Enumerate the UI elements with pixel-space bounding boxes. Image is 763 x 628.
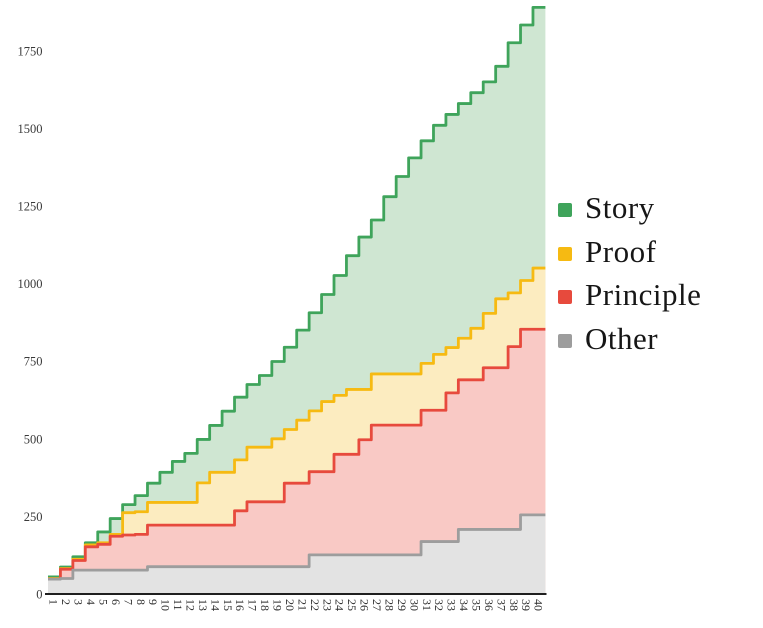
x-axis-tick-label: 20 — [283, 599, 297, 611]
x-axis-tick-label: 10 — [159, 599, 173, 611]
y-axis-tick-label: 1500 — [18, 122, 43, 136]
x-axis-tick-label: 23 — [320, 599, 334, 611]
x-axis-tick-label: 24 — [333, 599, 347, 611]
principle-area — [48, 329, 546, 594]
y-axis-tick-label: 500 — [24, 432, 43, 446]
x-axis-tick-label: 38 — [507, 599, 521, 611]
x-axis-tick-label: 32 — [432, 599, 446, 611]
x-axis-tick-label: 14 — [208, 599, 222, 611]
other-area — [48, 514, 546, 594]
legend-item-story: Story — [558, 190, 701, 225]
x-axis-tick-label: 19 — [271, 599, 285, 611]
x-axis-tick-label: 5 — [96, 599, 110, 605]
chart-legend: Story Proof Principle Other — [558, 190, 701, 356]
x-axis-tick-label: 15 — [221, 599, 235, 611]
story-step-line — [48, 5, 546, 579]
y-axis-tick-label: 1750 — [18, 44, 43, 58]
x-axis-tick-label: 34 — [457, 599, 471, 611]
x-axis-tick-label: 11 — [171, 599, 185, 611]
principle-step-line — [48, 327, 546, 581]
x-axis-tick-label: 37 — [494, 599, 508, 611]
y-axis-tick-label: 750 — [24, 355, 43, 369]
y-axis-tick-label: 1000 — [18, 277, 43, 291]
x-axis-tick-label: 3 — [72, 599, 86, 605]
x-axis-tick-label: 40 — [532, 599, 546, 611]
x-axis-tick-label: 4 — [84, 599, 98, 605]
legend-swatch-icon — [558, 203, 572, 218]
y-axis-tick-label: 250 — [24, 510, 43, 524]
legend-swatch-icon — [558, 290, 572, 305]
y-axis-tick-label: 0 — [36, 588, 42, 602]
x-axis-tick-label: 7 — [121, 599, 135, 605]
legend-label: Other — [585, 320, 659, 356]
legend-swatch-icon — [558, 333, 572, 348]
x-axis-tick-label: 6 — [109, 599, 123, 605]
x-axis-tick-label: 29 — [395, 599, 409, 611]
x-axis-tick-label: 36 — [482, 599, 496, 611]
legend-item-principle: Principle — [558, 279, 701, 312]
proof-step-line — [48, 266, 546, 580]
legend-label: Proof — [585, 233, 657, 269]
x-axis-tick-label: 2 — [59, 599, 73, 605]
x-axis-tick-label: 31 — [420, 599, 434, 611]
x-axis-tick-label: 21 — [295, 599, 309, 611]
legend-label: Principle — [585, 277, 702, 313]
x-axis-tick-label: 17 — [246, 599, 260, 611]
other-step-line — [48, 513, 546, 581]
x-axis-tick-label: 13 — [196, 599, 210, 611]
x-axis-tick-label: 33 — [445, 599, 459, 611]
x-axis-tick-label: 39 — [519, 599, 533, 611]
x-axis-tick-label: 27 — [370, 599, 384, 611]
y-axis-tick-label: 1250 — [18, 200, 43, 214]
legend-item-other: Other — [558, 320, 701, 356]
x-axis-tick-label: 25 — [345, 599, 359, 611]
x-axis-tick-label: 22 — [308, 599, 322, 611]
x-axis-tick-label: 18 — [258, 599, 272, 611]
x-axis-tick-label: 12 — [184, 599, 198, 611]
x-axis-tick-label: 35 — [470, 599, 484, 611]
x-axis-tick-label: 8 — [134, 599, 148, 605]
x-axis-tick-label: 16 — [233, 599, 247, 611]
x-axis-tick-label: 9 — [146, 599, 160, 605]
legend-swatch-icon — [558, 246, 572, 261]
x-axis-tick-label: 28 — [382, 599, 396, 611]
legend-label: Story — [585, 190, 655, 225]
x-axis-tick-label: 1 — [47, 599, 61, 605]
x-axis-tick-label: 26 — [358, 599, 372, 611]
legend-item-proof: Proof — [558, 233, 701, 269]
x-axis-tick-label: 30 — [407, 599, 421, 611]
